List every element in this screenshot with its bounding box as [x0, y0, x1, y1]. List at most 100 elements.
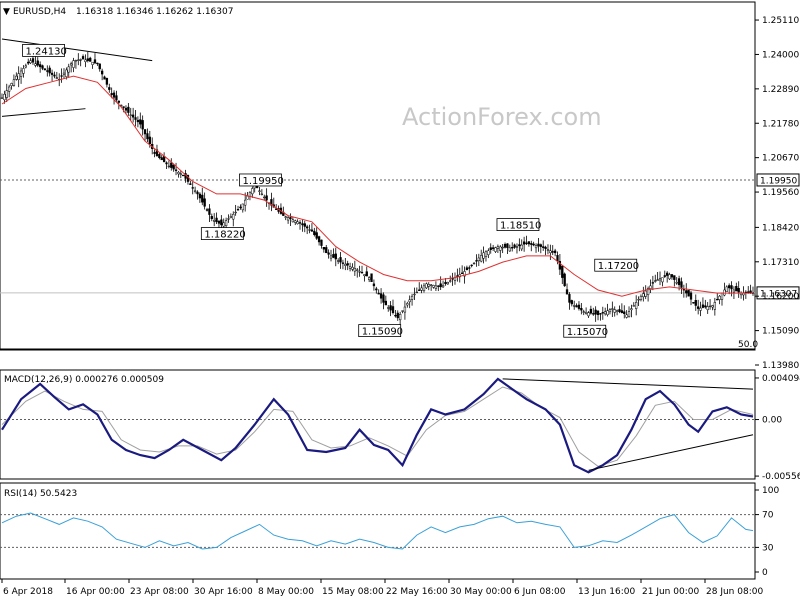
candle-body [286, 217, 290, 221]
candle-body [620, 310, 624, 313]
candle-body [327, 252, 330, 255]
x-tick-label: 6 Apr 2018 [3, 587, 53, 597]
candle-body [425, 283, 428, 289]
candle-body [532, 243, 535, 246]
candle-body [635, 302, 638, 309]
candle-body [716, 298, 719, 301]
candle-body [108, 87, 111, 90]
candle-body [418, 289, 421, 291]
candle-body [117, 100, 120, 103]
candle-body [332, 254, 335, 258]
main-ytick-label: 1.20670 [762, 154, 799, 164]
candle-body [62, 72, 66, 75]
candle-body [487, 250, 490, 255]
candle-body [713, 302, 717, 310]
candle-body [539, 244, 542, 247]
candle-body [661, 277, 664, 283]
candle-body [105, 78, 109, 85]
candle-body [668, 274, 671, 280]
candle-body [129, 114, 132, 116]
main-grid: 1.19950 1.16307 [0, 173, 800, 350]
candle-body [165, 162, 168, 165]
candle-body [229, 216, 233, 218]
candle-body [341, 262, 345, 264]
candle-body [348, 265, 352, 269]
candle-body [501, 246, 504, 249]
candle-body [725, 286, 728, 292]
candle-body [358, 271, 361, 273]
candle-body [153, 151, 156, 154]
candle-body [234, 211, 237, 214]
symbol-label: EURUSD,H4 [13, 7, 66, 17]
candle-body [303, 223, 306, 227]
candle-body [337, 260, 340, 262]
ohlc-values: 1.16318 1.16346 1.16262 1.16307 [76, 7, 233, 17]
candle-body [325, 247, 328, 254]
candle-body [298, 222, 302, 224]
candle-body [382, 294, 385, 303]
candle-body [441, 285, 445, 288]
candle-body [148, 136, 151, 145]
candle-body [27, 61, 30, 64]
candle-body [10, 83, 13, 87]
candle-body [124, 107, 128, 111]
candle-body [112, 92, 116, 98]
candle-body [699, 307, 702, 311]
candle-body [38, 64, 42, 68]
candle-body [77, 59, 80, 61]
candle-body [608, 309, 612, 313]
candle-body [475, 260, 478, 262]
candle-body [384, 300, 387, 306]
candle-body [41, 65, 44, 69]
candle-body [677, 278, 681, 286]
candle-body [491, 247, 495, 249]
menu-triangle-icon[interactable]: ▼ [3, 7, 10, 17]
candle-body [415, 291, 418, 294]
candle-body [484, 251, 488, 257]
candle-body [632, 305, 635, 307]
candle-body [69, 63, 73, 66]
candle-body [81, 56, 85, 60]
candle-body [301, 223, 304, 226]
rsi-ytick-label: 70 [762, 511, 774, 521]
candle-body [296, 221, 299, 225]
candle-body [12, 79, 16, 86]
candle-body [496, 246, 500, 249]
candle-body [711, 305, 714, 308]
candle-body [561, 265, 564, 278]
candle-body [730, 285, 733, 290]
macd-pane-frame [0, 369, 756, 480]
x-tick-label: 16 Apr 00:00 [66, 587, 125, 597]
candle-body [697, 306, 700, 309]
rsi-line [1, 512, 754, 550]
annotation-label: 1.24130 [26, 46, 67, 57]
rsi-y-axis: 100 70 30 0 [755, 486, 779, 578]
candle-body [191, 187, 194, 189]
main-trendline [1, 108, 86, 117]
candle-body [363, 274, 366, 277]
candle-body [592, 313, 595, 315]
candle-body [413, 293, 416, 296]
candle-body [60, 75, 63, 77]
candle-body [468, 267, 471, 269]
candle-body [115, 95, 118, 101]
candle-body [642, 293, 645, 298]
candle-body [306, 226, 309, 229]
candle-body [5, 90, 8, 98]
main-ytick-label: 1.19560 [762, 188, 799, 198]
candle-body [565, 289, 569, 295]
candle-body [651, 282, 655, 284]
candle-body [74, 60, 78, 62]
candle-body [503, 243, 507, 248]
candle-body [553, 250, 557, 254]
candle-body [465, 267, 469, 271]
candle-body [141, 120, 144, 130]
candle-body [96, 62, 99, 65]
candles [0, 51, 755, 327]
candle-body [322, 246, 326, 250]
main-trendline [1, 38, 153, 62]
candle-body [563, 273, 566, 287]
candle-body [530, 243, 533, 245]
candle-body [387, 307, 390, 309]
candle-body [179, 173, 182, 175]
